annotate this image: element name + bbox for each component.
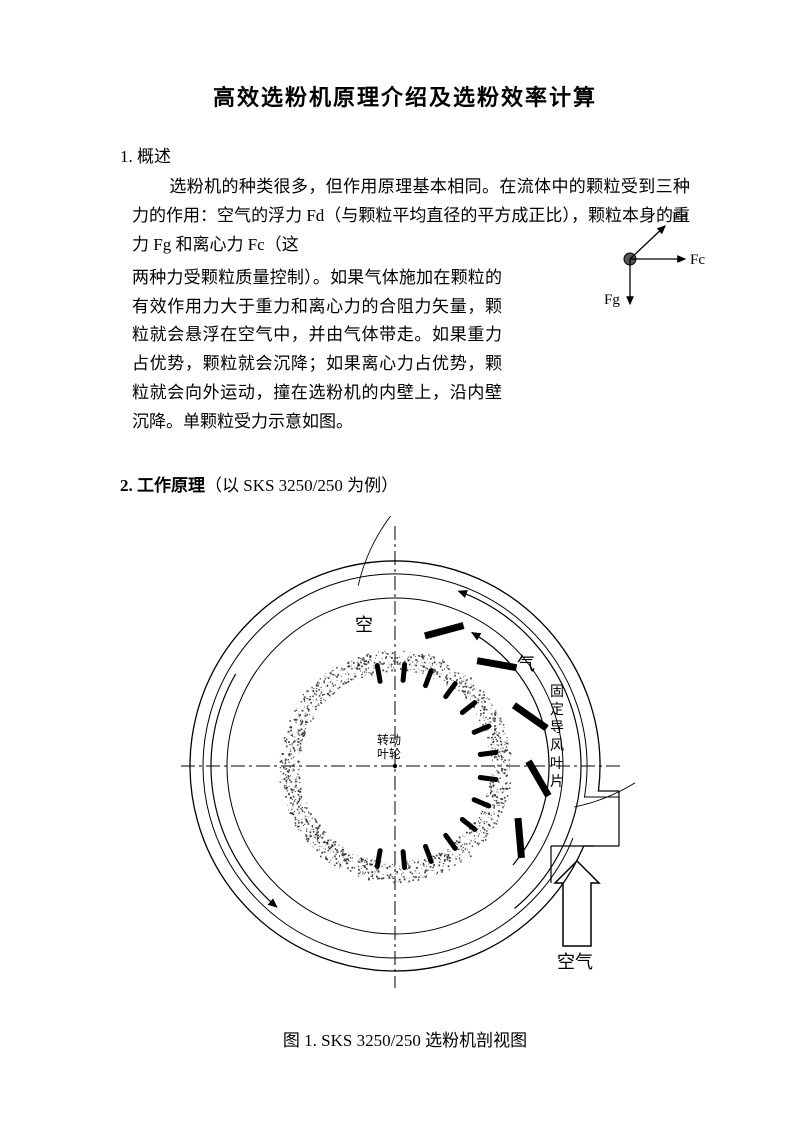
- force-fc-label: Fc: [690, 252, 705, 268]
- figure-caption: 图 1. SKS 3250/250 选粉机剖视图: [120, 1026, 690, 1051]
- section1-heading: 1. 概述: [120, 142, 690, 167]
- separator-diagram: 空气固定导风叶片转动叶轮空气: [175, 516, 635, 1016]
- svg-text:风: 风: [550, 739, 564, 754]
- svg-text:气: 气: [517, 654, 535, 674]
- svg-text:片: 片: [550, 774, 564, 790]
- section1-para-b: 两种力受颗粒质量控制）。如果气体施加在颗粒的有效作用力大于重力和离心力的合阻力矢…: [132, 264, 502, 437]
- svg-text:空: 空: [355, 615, 373, 635]
- svg-text:固: 固: [550, 685, 564, 700]
- force-fg-label: Fg: [604, 292, 620, 308]
- svg-text:叶轮: 叶轮: [377, 747, 401, 761]
- svg-text:导: 导: [550, 721, 564, 736]
- svg-text:转动: 转动: [377, 732, 401, 747]
- page-title: 高效选粉机原理介绍及选粉效率计算: [120, 80, 690, 112]
- svg-text:叶: 叶: [550, 756, 564, 772]
- force-fd-label: Fd: [672, 210, 688, 226]
- section2-heading-note: （以 SKS 3250/250 为例）: [205, 476, 398, 495]
- section2-heading-strong: 2. 工作原理: [120, 476, 205, 495]
- section2-heading: 2. 工作原理（以 SKS 3250/250 为例）: [120, 471, 690, 496]
- svg-text:定: 定: [550, 702, 564, 718]
- svg-text:空气: 空气: [557, 952, 593, 972]
- force-diagram: Fd Fc Fg: [590, 204, 710, 314]
